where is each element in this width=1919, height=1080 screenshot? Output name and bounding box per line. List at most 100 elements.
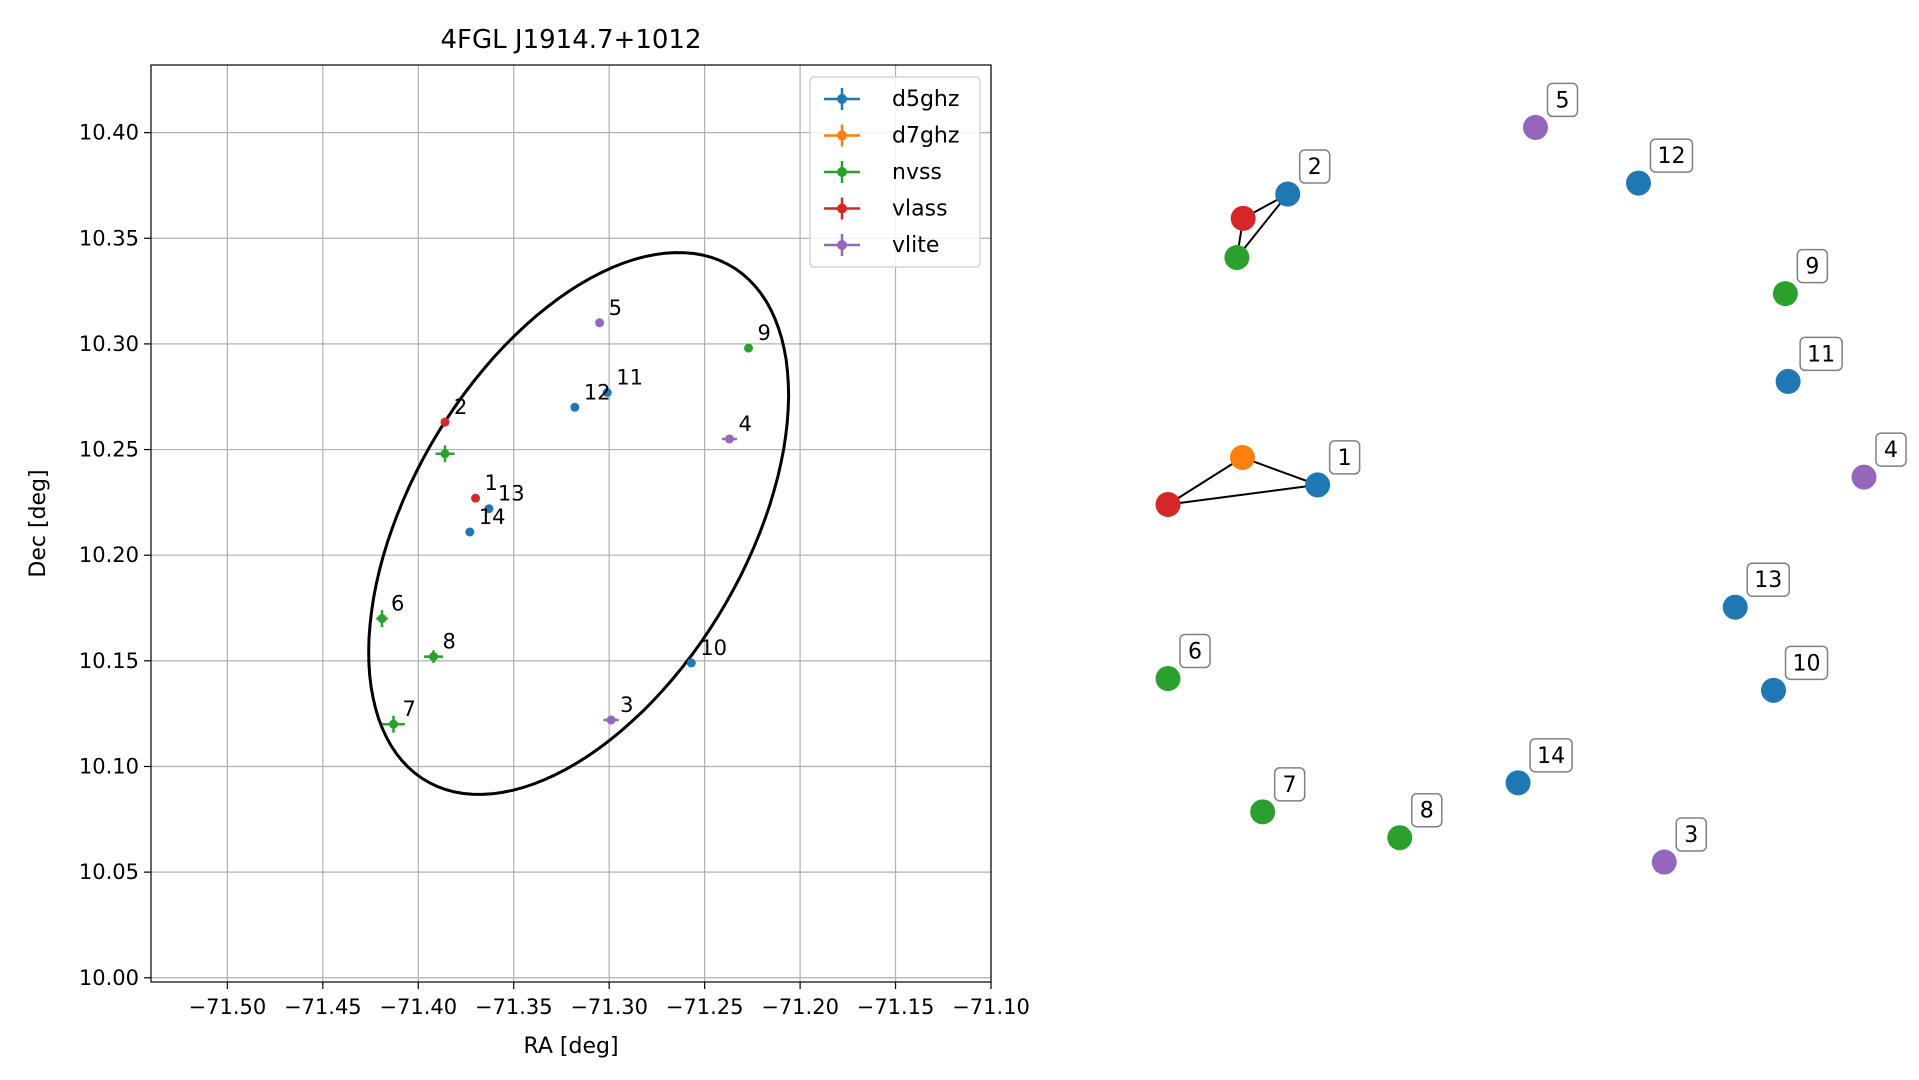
- graph-node: 6: [1155, 633, 1211, 692]
- graph-node-label-box: [1546, 82, 1579, 118]
- legend-label: d7ghz: [892, 124, 959, 149]
- y-tick-label: 10.15: [79, 649, 139, 673]
- graph-node-label: 8: [1420, 799, 1434, 824]
- point-marker: [595, 318, 605, 328]
- point-marker: [377, 614, 387, 624]
- point-marker: [440, 417, 450, 427]
- x-tick-label: −71.15: [857, 995, 935, 1019]
- legend-entry: vlass: [824, 197, 948, 222]
- graph-node-marker: [1224, 245, 1250, 271]
- x-tick-label: −71.50: [189, 995, 267, 1019]
- data-point: 5: [595, 296, 622, 328]
- y-tick-label: 10.30: [79, 332, 139, 356]
- graph-node: 7: [1250, 767, 1306, 825]
- data-point: 4: [721, 412, 752, 444]
- graph-node: 3: [1651, 817, 1707, 875]
- data-point: 9: [744, 321, 771, 353]
- graph-node-label: 5: [1555, 88, 1569, 113]
- uncertainty-ellipse: [367, 251, 791, 796]
- data-point: 1: [471, 471, 498, 503]
- graph-edges: [1167, 193, 1318, 506]
- graph-node: 10: [1761, 645, 1829, 703]
- graph-node: [1230, 205, 1256, 231]
- graph-node: 9: [1772, 248, 1829, 307]
- legend: d5ghz d7ghz nvss vlass vlite: [809, 76, 981, 268]
- point-label: 13: [498, 482, 525, 506]
- graph-node: 14: [1505, 738, 1573, 796]
- graph-node-label: 6: [1188, 640, 1202, 665]
- graph-node-marker: [1387, 825, 1413, 851]
- graph-edge: [1236, 193, 1289, 259]
- graph-node-marker: [1522, 114, 1548, 140]
- graph-node: 5: [1522, 82, 1579, 140]
- graph-node-marker: [1155, 666, 1181, 692]
- graph-node: [1155, 492, 1181, 518]
- point-marker: [471, 493, 481, 503]
- graph-node-label-box: [1799, 336, 1843, 372]
- legend-entry: vlite: [824, 233, 939, 258]
- legend-box: [809, 76, 981, 268]
- x-tick-label: −71.30: [570, 995, 648, 1019]
- legend-label: d5ghz: [892, 87, 959, 112]
- graph-node: 4: [1851, 432, 1907, 490]
- point-marker: [484, 504, 494, 514]
- graph-node-label: 9: [1805, 255, 1819, 280]
- point-label: 11: [616, 366, 643, 390]
- graph-node: [1229, 444, 1255, 470]
- x-tick-label: −71.20: [761, 995, 839, 1019]
- data-point: 10: [686, 636, 727, 668]
- graph-node-marker: [1229, 444, 1255, 470]
- graph-node-label-box: [1746, 562, 1790, 597]
- y-tick-label: 10.10: [79, 754, 139, 778]
- legend-marker-dot: [837, 167, 847, 177]
- axis-ticks: −71.50 −71.45 −71.40 −71.35 −71.30 −71.25 −71.…: [79, 121, 1030, 1019]
- graph-node-marker: [1851, 464, 1877, 490]
- legend-entry: nvss: [824, 160, 942, 185]
- graph-node-marker: [1772, 281, 1798, 307]
- graph-node: 11: [1775, 336, 1843, 394]
- graph-edge: [1167, 456, 1244, 506]
- point-marker: [465, 527, 475, 537]
- y-axis-label: Dec [deg]: [26, 469, 51, 577]
- graph-node-label-box: [1675, 817, 1707, 852]
- legend-label: vlass: [892, 197, 948, 222]
- point-label: 6: [391, 592, 404, 616]
- graph-node-label-box: [1328, 440, 1361, 475]
- graph-node-label-box: [1875, 432, 1907, 467]
- graph-node-label-box: [1179, 633, 1211, 669]
- graph-node-marker: [1305, 472, 1331, 498]
- point-marker: [570, 402, 580, 412]
- x-tick-label: −71.40: [379, 995, 457, 1019]
- point-marker: [429, 652, 439, 662]
- graph-node-marker: [1505, 770, 1531, 796]
- graph-node-label: 2: [1308, 155, 1322, 180]
- point-label: 2: [454, 395, 467, 419]
- x-tick-label: −71.25: [666, 995, 744, 1019]
- graph-node-label: 4: [1884, 438, 1898, 463]
- legend-label: vlite: [892, 233, 939, 258]
- axes-frame: [150, 64, 992, 983]
- point-marker: [686, 658, 696, 668]
- legend-entry: d5ghz: [824, 87, 959, 112]
- point-label: 10: [700, 636, 727, 660]
- legend-marker-dot: [837, 240, 847, 250]
- graph-node-marker: [1230, 205, 1256, 231]
- point-label: 8: [443, 630, 456, 654]
- point-label: 5: [609, 296, 622, 320]
- data-point: 2: [440, 395, 467, 427]
- graph-node-label-box: [1784, 645, 1829, 681]
- point-label: 9: [758, 321, 771, 345]
- graph-edge: [1242, 456, 1318, 486]
- x-tick-label: −71.35: [475, 995, 553, 1019]
- graph-node-label: 13: [1754, 568, 1782, 593]
- chart-title: 4FGL J1914.7+1012: [441, 25, 702, 55]
- x-axis-label: RA [deg]: [523, 1034, 618, 1059]
- graph-node-label: 10: [1793, 651, 1821, 676]
- graph-node-label: 7: [1283, 773, 1297, 798]
- data-point: [435, 445, 455, 463]
- graph-node: 12: [1625, 138, 1694, 196]
